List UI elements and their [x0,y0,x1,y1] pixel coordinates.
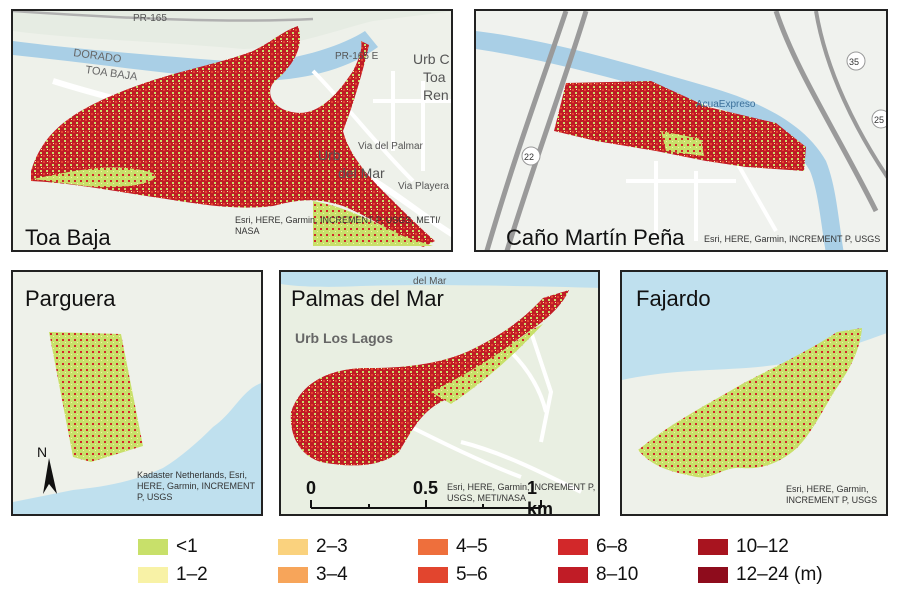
legend-label: <1 [176,536,198,557]
palmas-map [281,272,598,514]
parguera-map [13,272,261,514]
parguera-canopy [49,332,143,462]
map-attribution: Esri, HERE, Garmin, INCREMENT P, USGS [704,234,881,244]
place-label: Urb [318,147,341,163]
fajardo-map [622,272,886,514]
legend-swatch [558,567,588,583]
map-panel-fajardo[interactable]: Fajardo Esri, HERE, Garmin, INCREMENT P,… [620,270,888,516]
legend-swatch [418,567,448,583]
legend-label: 4–5 [456,536,488,557]
map-attribution: Esri, HERE, Garmin, INCREMENT P, USGS, M… [235,215,441,236]
scale-bar-graphic [310,500,542,509]
scale-bar: 0 0.5 1 km [301,478,553,514]
legend-swatch [698,567,728,583]
route-shield: 25 [874,115,884,125]
legend-label: 10–12 [736,536,789,557]
legend-swatch [558,539,588,555]
legend-label: 12–24 (m) [736,564,823,585]
legend-swatch [278,567,308,583]
map-attribution: Kadaster Netherlands, Esri, HERE, Garmin… [137,470,255,502]
place-label: Urb C [413,51,450,67]
north-arrow-icon [43,458,57,494]
scale-label-0: 0 [306,478,317,498]
legend-swatch [138,567,168,583]
place-label: Toa [423,69,446,85]
place-label: del Mar [338,165,385,181]
cano-canopy [554,81,806,171]
legend-swatch [138,539,168,555]
scale-label-1km: 1 km [527,478,554,516]
fajardo-canopy [638,328,862,478]
legend-label: 1–2 [176,564,208,585]
panel-title: Palmas del Mar [291,286,444,311]
channel-water [476,31,844,250]
route-shield: 22 [524,152,534,162]
legend-label: 5–6 [456,564,488,585]
map-attribution: Esri, HERE, Garmin, INCREMENT P, USGS [786,484,878,505]
map-panel-toa-baja[interactable]: DORADO TOA BAJA PR-165 PR-165 E Urb C To… [11,9,453,252]
panel-title: Caño Martín Peña [506,225,685,250]
route-shield: 35 [849,57,859,67]
legend-label: 8–10 [596,564,639,585]
road-label: Via del Palmar [358,141,423,152]
map-panel-parguera[interactable]: Parguera N Kadaster Netherlands, Esri, H… [11,270,263,516]
map-attribution: Esri, HERE, Garmin, INCREMENT P, USGS, M… [447,482,596,503]
map-panel-palmas-del-mar[interactable]: del Mar Urb Los Lagos Palmas del Mar Esr… [279,270,600,516]
legend-label: 6–8 [596,536,628,557]
toa-baja-map: DORADO TOA BAJA [13,11,451,250]
road-label: Via Playera [398,181,449,192]
legend-label: 3–4 [316,564,348,585]
panel-title: Parguera [25,286,116,311]
toa-baja-canopy [31,26,435,247]
cano-map: 22 35 25 [476,11,886,250]
map-panel-cano-martin-pena[interactable]: 22 35 25 AcuaExpreso Caño Martín Peña Es… [474,9,888,252]
scale-label-half: 0.5 [413,478,439,498]
road-label: PR-165 [133,13,167,24]
legend-swatch [278,539,308,555]
palmas-canopy [290,290,569,466]
place-label: Urb Los Lagos [295,330,394,346]
road-label: PR-165 E [335,51,379,62]
legend: <1 1–2 2–3 3–4 4–5 5–6 6–8 8–10 10–12 12… [0,528,899,596]
north-label: N [37,444,48,460]
panel-title: Toa Baja [25,225,111,250]
legend-swatch [698,539,728,555]
water-label: AcuaExpreso [696,99,756,110]
panel-title: Fajardo [636,286,711,311]
legend-swatch [418,539,448,555]
legend-label: 2–3 [316,536,348,557]
place-label: del Mar [413,276,447,287]
place-label: Ren [423,87,449,103]
